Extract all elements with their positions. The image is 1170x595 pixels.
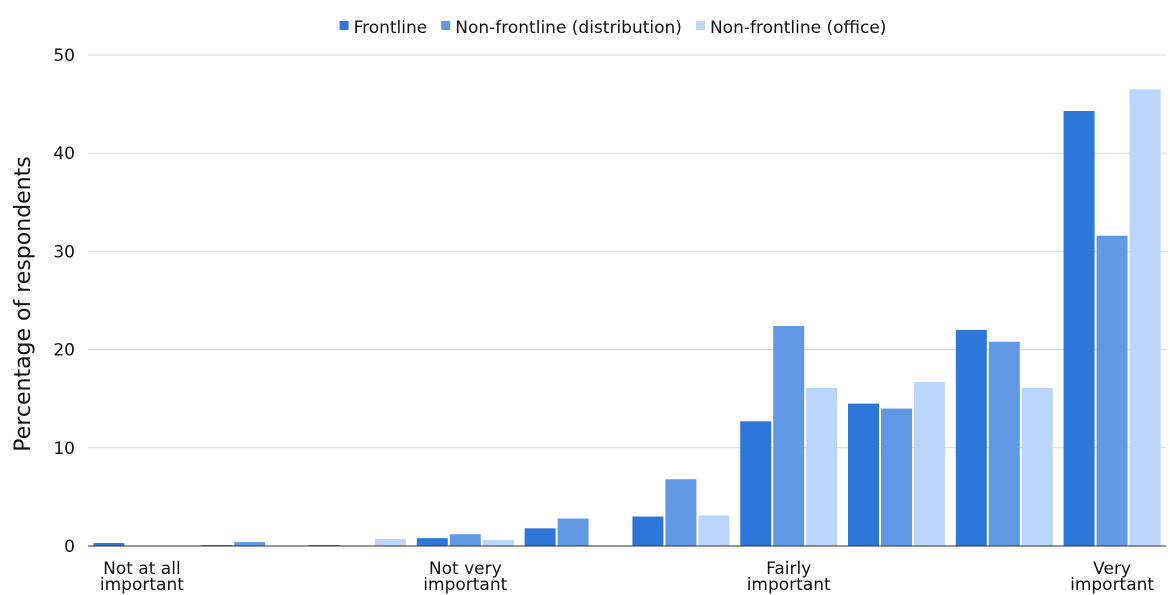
bar: [234, 542, 266, 546]
bar: [93, 543, 125, 546]
legend-label: Frontline: [354, 18, 428, 38]
bar: [449, 534, 481, 546]
legend-swatch: [695, 21, 705, 30]
bar: [416, 538, 448, 546]
y-tick-label: 0: [64, 537, 75, 557]
legend-label: Non-frontline (office): [710, 18, 886, 38]
bar: [698, 515, 730, 546]
bar: [988, 341, 1020, 546]
y-tick-label: 20: [53, 341, 75, 361]
legend-swatch: [441, 21, 451, 30]
x-axis-category-labels: Not at all important Not very important Fair…: [100, 559, 1155, 595]
bars: [93, 89, 1161, 547]
bar: [665, 479, 697, 546]
bar: [557, 518, 589, 546]
x-category-label: Very important: [1070, 559, 1154, 595]
bar: [848, 403, 879, 546]
legend-label: Non-frontline (distribution): [455, 18, 682, 38]
y-axis-ticks: 0 10 20 30 40 50: [53, 46, 75, 557]
y-tick-label: 50: [53, 46, 75, 66]
y-tick-label: 30: [53, 242, 75, 262]
bar: [1063, 110, 1095, 546]
y-tick-label: 10: [53, 439, 75, 459]
bar: [914, 382, 945, 546]
bar: [1021, 387, 1053, 546]
legend-swatch: [339, 21, 349, 30]
x-category-label: Not at all important: [100, 559, 184, 595]
bar: [375, 539, 406, 546]
x-category-label: Fairly important: [747, 559, 831, 595]
y-tick-label: 40: [53, 144, 75, 164]
x-category-label: Not very important: [423, 559, 507, 595]
bar: [482, 540, 514, 546]
bar: [740, 421, 772, 546]
y-axis-label: Percentage of respondents: [11, 156, 36, 451]
bar: [881, 408, 912, 546]
bar: [806, 387, 838, 546]
legend: Frontline Non-frontline (distribution) Non…: [339, 18, 886, 38]
bar: [773, 326, 805, 546]
bar: [524, 528, 556, 546]
bar: [632, 516, 664, 546]
bar: [955, 329, 987, 546]
bar: [1096, 235, 1128, 547]
bar: [1129, 89, 1161, 547]
